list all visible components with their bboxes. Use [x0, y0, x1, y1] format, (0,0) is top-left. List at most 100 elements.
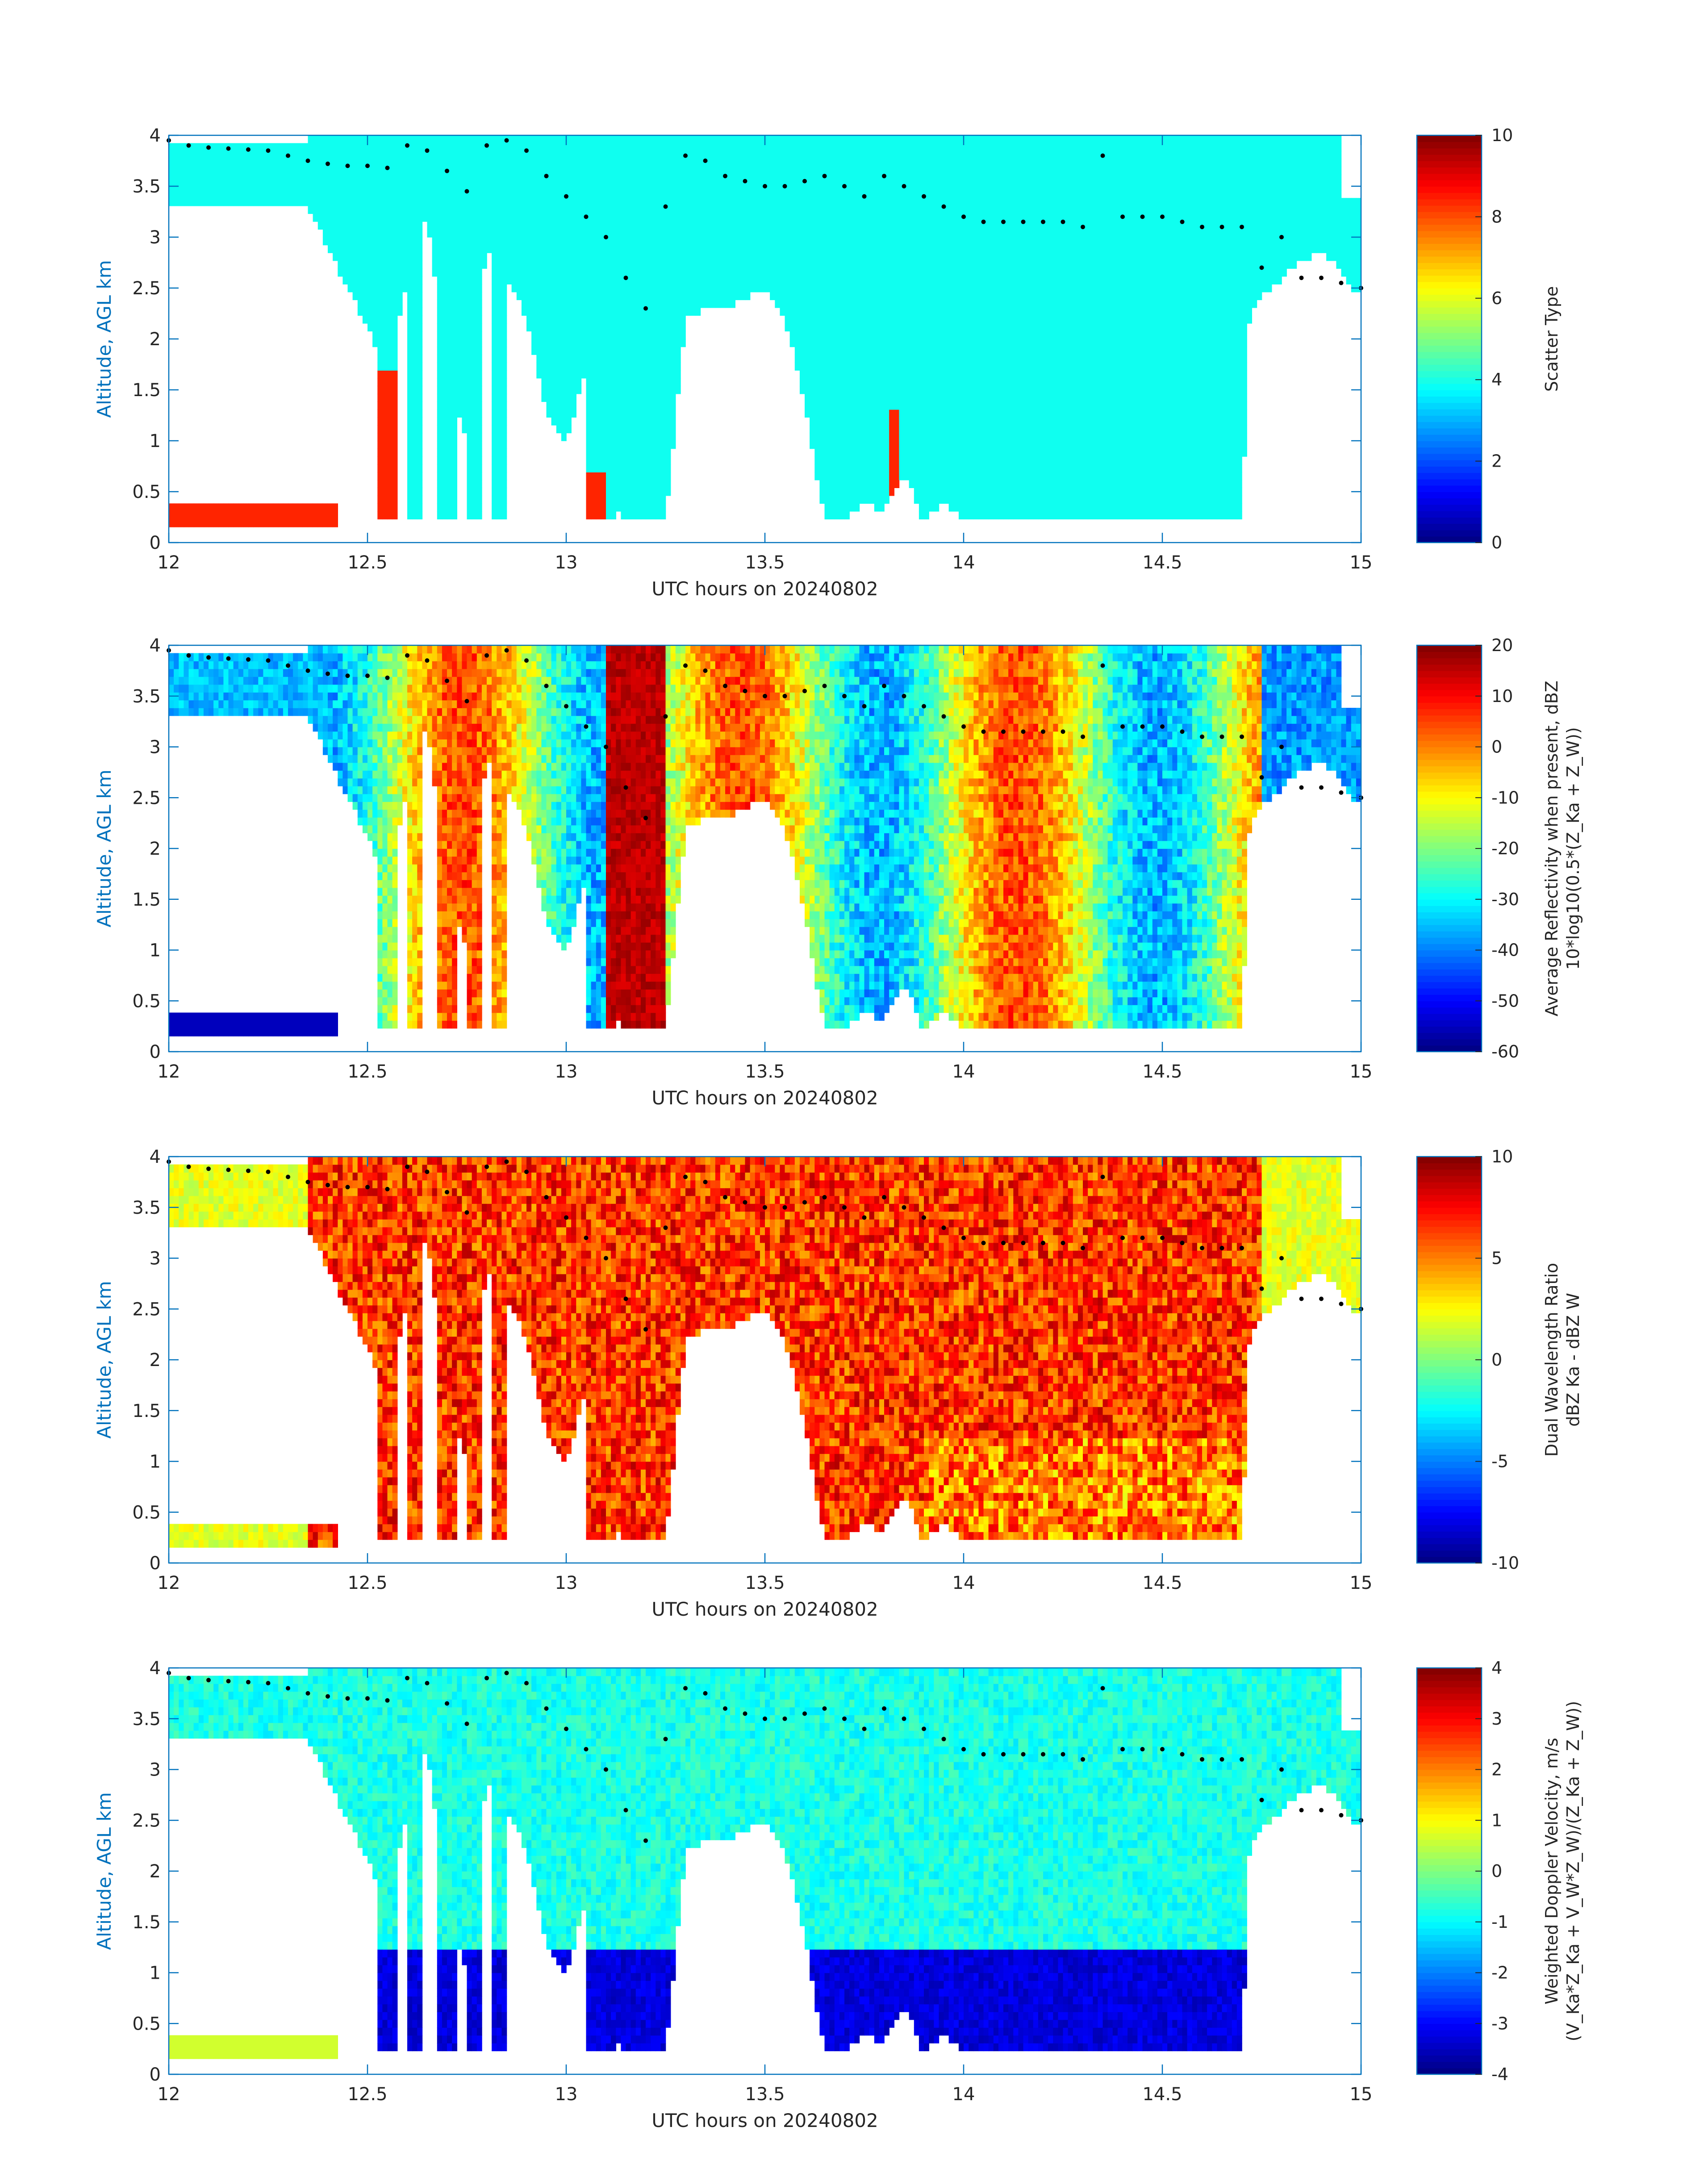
- heatmap-cell: [665, 213, 671, 222]
- heatmap-cell: [621, 276, 626, 284]
- heatmap-cell: [839, 253, 845, 261]
- heatmap-cell: [407, 237, 413, 246]
- heatmap-cell: [357, 182, 363, 191]
- heatmap-cell: [521, 307, 527, 316]
- heatmap-cell: [626, 409, 631, 418]
- heatmap-cell: [934, 386, 940, 394]
- heatmap-cell: [223, 151, 229, 159]
- heatmap-cell: [948, 433, 954, 441]
- heatmap-cell: [462, 409, 468, 418]
- heatmap-cell: [581, 237, 587, 246]
- heatmap-cell: [342, 151, 348, 159]
- heatmap-cell: [720, 135, 726, 144]
- heatmap-cell: [660, 472, 666, 481]
- heatmap-cell: [616, 495, 622, 504]
- heatmap-cell: [869, 362, 875, 371]
- heatmap-cell: [794, 260, 800, 269]
- heatmap-cell: [839, 331, 845, 339]
- heatmap-cell: [606, 370, 611, 379]
- heatmap-cell: [755, 190, 760, 199]
- heatmap-cell: [819, 339, 825, 347]
- heatmap-cell: [879, 331, 885, 339]
- heatmap-cell: [606, 205, 611, 214]
- heatmap-cell: [844, 143, 850, 151]
- heatmap-cell: [372, 151, 378, 159]
- heatmap-cell: [203, 167, 209, 175]
- heatmap-cell: [685, 151, 691, 159]
- heatmap-cell: [919, 362, 924, 371]
- heatmap-cell: [740, 268, 746, 277]
- heatmap-cell: [447, 198, 452, 206]
- heatmap-cell: [596, 205, 601, 214]
- heatmap-cell: [452, 205, 457, 214]
- heatmap-cell: [566, 276, 572, 284]
- heatmap-cell: [586, 378, 592, 386]
- heatmap-cell: [695, 174, 701, 183]
- heatmap-cell: [606, 174, 611, 183]
- heatmap-cell: [357, 284, 363, 292]
- heatmap-cell: [914, 159, 919, 167]
- heatmap-cell: [640, 260, 646, 269]
- heatmap-cell: [640, 362, 646, 371]
- heatmap-cell: [561, 135, 567, 144]
- heatmap-cell: [198, 519, 204, 527]
- heatmap-cell: [606, 300, 611, 308]
- heatmap-cell: [789, 260, 795, 269]
- heatmap-cell: [929, 347, 934, 355]
- heatmap-cell: [948, 378, 954, 386]
- heatmap-cell: [417, 480, 423, 488]
- heatmap-cell: [740, 229, 746, 238]
- heatmap-cell: [576, 245, 582, 253]
- heatmap-cell: [914, 339, 919, 347]
- heatmap-cell: [591, 174, 597, 183]
- heatmap-cell: [899, 472, 905, 481]
- heatmap-cell: [248, 503, 254, 512]
- heatmap-cell: [233, 198, 239, 206]
- heatmap-cell: [258, 519, 264, 527]
- heatmap-cell: [799, 284, 805, 292]
- heatmap-cell: [879, 464, 885, 472]
- heatmap-cell: [447, 205, 452, 214]
- heatmap-cell: [322, 519, 328, 527]
- heatmap-cell: [462, 143, 468, 151]
- heatmap-cell: [338, 135, 343, 144]
- heatmap-cell: [864, 433, 870, 441]
- heatmap-cell: [854, 488, 860, 496]
- heatmap-cell: [805, 221, 810, 230]
- heatmap-cell: [894, 253, 900, 261]
- heatmap-cell: [685, 167, 691, 175]
- heatmap-cell: [536, 276, 542, 284]
- heatmap-cell: [924, 174, 929, 183]
- heatmap-cell: [551, 339, 557, 347]
- heatmap-cell: [417, 488, 423, 496]
- heatmap-cell: [948, 323, 954, 332]
- heatmap-cell: [521, 292, 527, 301]
- heatmap-cell: [581, 260, 587, 269]
- heatmap-cell: [382, 151, 388, 159]
- heatmap-cell: [680, 167, 686, 175]
- heatmap-cell: [382, 472, 388, 481]
- heatmap-cell: [854, 417, 860, 426]
- heatmap-cell: [288, 511, 293, 520]
- heatmap-cell: [765, 253, 770, 261]
- heatmap-cell: [680, 307, 686, 316]
- heatmap-cell: [805, 401, 810, 410]
- heatmap-cell: [566, 245, 572, 253]
- heatmap-cell: [536, 300, 542, 308]
- heatmap-cell: [879, 221, 885, 230]
- heatmap-cell: [213, 519, 219, 527]
- heatmap-cell: [476, 292, 482, 301]
- heatmap-cell: [819, 143, 825, 151]
- heatmap-cell: [705, 268, 711, 277]
- heatmap-cell: [695, 253, 701, 261]
- heatmap-cell: [571, 174, 576, 183]
- heatmap-cell: [735, 229, 741, 238]
- heatmap-cell: [397, 260, 403, 269]
- heatmap-cell: [929, 456, 934, 465]
- heatmap-cell: [814, 331, 820, 339]
- heatmap-cell: [581, 151, 587, 159]
- heatmap-cell: [775, 143, 781, 151]
- heatmap-cell: [646, 213, 651, 222]
- heatmap-cell: [899, 260, 905, 269]
- heatmap-cell: [576, 190, 582, 199]
